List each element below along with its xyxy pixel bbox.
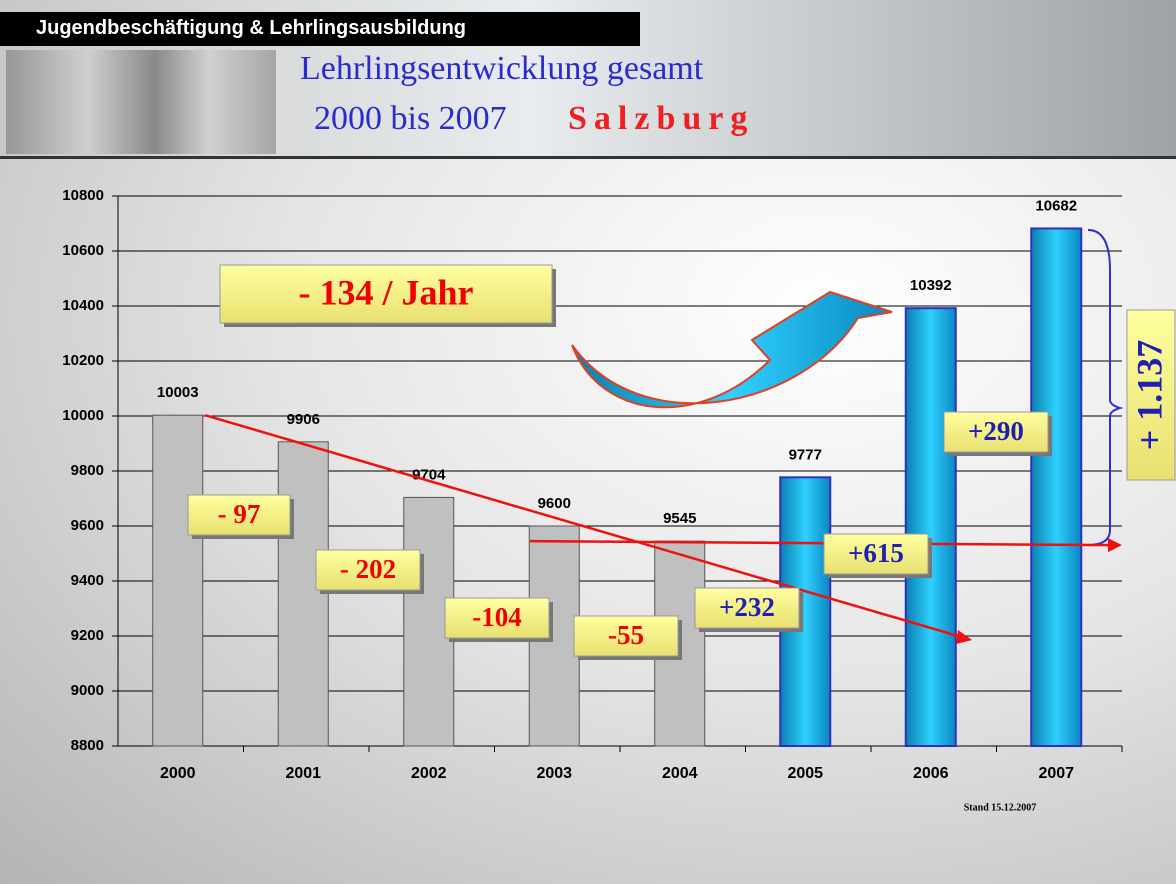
x-tick-label: 2007	[1038, 765, 1074, 782]
annotation: -55	[608, 620, 644, 650]
x-tick-label: 2000	[160, 765, 196, 782]
x-tick-label: 2005	[787, 765, 823, 782]
bar	[1031, 228, 1081, 746]
footnote: Stand 15.12.2007	[964, 802, 1037, 813]
x-tick-label: 2003	[536, 765, 572, 782]
x-tick-label: 2001	[285, 765, 321, 782]
y-tick-label: 9400	[71, 572, 104, 589]
x-tick-label: 2006	[913, 765, 949, 782]
data-label: 9906	[287, 411, 320, 428]
y-tick-label: 10600	[62, 242, 104, 259]
chart: 8800 9000 9200 9400 9600 9800 10000 10200 10400 1…	[0, 0, 1176, 884]
arrow-head	[956, 630, 972, 644]
data-label: 10682	[1035, 197, 1077, 214]
x-tick-label: 2004	[662, 765, 698, 782]
y-tick-label: 9800	[71, 462, 104, 479]
y-tick-label: 10400	[62, 297, 104, 314]
bar	[906, 308, 956, 746]
data-label: 10392	[910, 277, 952, 294]
y-tick-label: 9600	[71, 517, 104, 534]
y-tick-label: 8800	[71, 737, 104, 754]
y-tick-label: 9200	[71, 627, 104, 644]
annotation: +290	[968, 416, 1024, 446]
brace	[1088, 230, 1120, 545]
slide: Jugendbeschäftigung & Lehrlingsausbildun…	[0, 0, 1176, 884]
annotation: -104	[472, 602, 522, 632]
y-tick-label: 10800	[62, 187, 104, 204]
data-label: 9600	[538, 495, 571, 512]
y-tick-label: 9000	[71, 682, 104, 699]
annotation: - 134 / Jahr	[299, 272, 474, 312]
annotation: + 1.137	[1129, 340, 1169, 451]
y-tick-label: 10200	[62, 352, 104, 369]
data-label: 10003	[157, 384, 199, 401]
annotation: +232	[719, 592, 775, 622]
annotation: +615	[848, 538, 904, 568]
y-tick-label: 10000	[62, 407, 104, 424]
trend-arrow-icon	[572, 292, 892, 407]
bar	[153, 415, 203, 746]
annotation: - 97	[218, 499, 261, 529]
data-label: 9777	[789, 446, 822, 463]
x-tick-label: 2002	[411, 765, 447, 782]
arrow-head	[1108, 538, 1122, 552]
data-label: 9545	[663, 510, 696, 527]
annotation: - 202	[340, 554, 396, 584]
